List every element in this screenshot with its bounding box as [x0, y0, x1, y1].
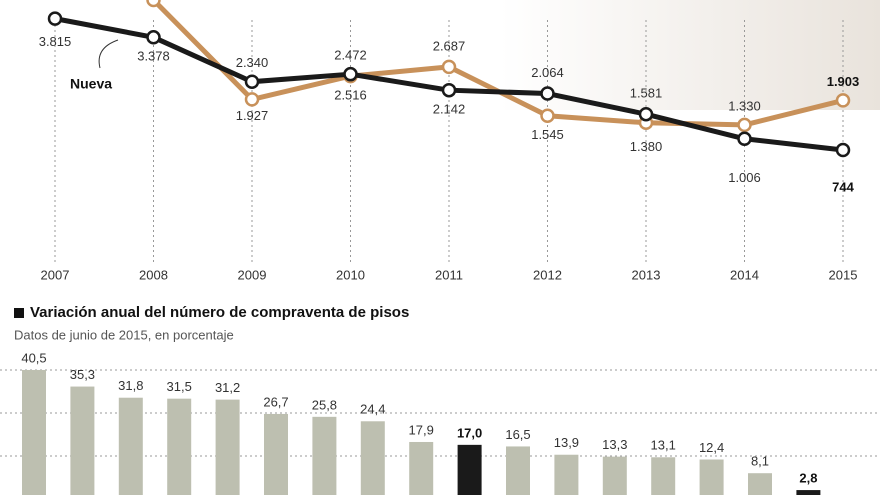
bar [506, 446, 530, 495]
bar [22, 370, 46, 495]
bar [651, 457, 676, 495]
point [146, 0, 161, 8]
x-tick-label: 2014 [730, 267, 759, 282]
point [737, 117, 752, 133]
bar [748, 473, 772, 495]
data-label: 1.927 [236, 108, 269, 123]
data-label: 1.581 [630, 86, 663, 101]
point [540, 86, 555, 101]
data-label: 1.545 [531, 127, 564, 142]
point [441, 59, 457, 75]
x-tick-label: 2015 [829, 267, 858, 282]
bar [796, 490, 821, 495]
bar [215, 399, 240, 495]
bar [457, 444, 482, 495]
bar [602, 456, 627, 495]
data-label: 1.006 [728, 170, 761, 185]
data-label: 8,1 [751, 454, 769, 469]
data-label: 744 [832, 179, 854, 194]
bar-title: Variación anual del número de compravent… [30, 304, 409, 321]
bar-guides [0, 369, 880, 457]
data-label: 26,7 [263, 394, 288, 409]
data-label: 1.380 [630, 139, 663, 154]
data-label: 31,8 [118, 378, 143, 393]
data-label: 31,2 [215, 380, 240, 395]
data-label: 3.378 [137, 49, 170, 64]
point [638, 106, 654, 122]
data-label: 31,5 [167, 379, 192, 394]
x-tick-label: 2011 [435, 267, 463, 282]
data-label: 40,5 [21, 350, 46, 365]
label-arrow [98, 39, 119, 69]
data-label: 2.516 [334, 88, 367, 103]
x-tick-label: 2008 [139, 267, 168, 282]
x-tick-label: 2010 [336, 267, 365, 282]
bar [167, 398, 192, 495]
data-label: 2.142 [433, 102, 466, 117]
data-label: 2.687 [433, 38, 466, 53]
point [835, 142, 851, 158]
data-label: 13,1 [651, 438, 676, 453]
data-label: 2.472 [334, 48, 367, 63]
data-label: 12,4 [699, 440, 724, 455]
bar [118, 397, 143, 495]
data-label: 2.340 [236, 55, 269, 70]
data-label: 13,3 [602, 437, 627, 452]
bar [699, 459, 724, 495]
data-label: 13,9 [554, 435, 579, 450]
point [540, 108, 555, 123]
point [343, 66, 358, 82]
title-marker [14, 308, 24, 318]
data-label: 17,9 [409, 422, 434, 437]
x-tick-label: 2009 [238, 267, 267, 282]
data-label: 35,3 [70, 367, 95, 382]
x-tick-label: 2007 [41, 267, 70, 282]
x-tick-label: 2012 [533, 267, 562, 282]
data-label: 2,8 [799, 471, 817, 486]
point [146, 30, 161, 45]
bar [70, 386, 95, 495]
x-tick-label: 2013 [632, 267, 661, 282]
bar [360, 421, 385, 495]
bar [554, 454, 579, 495]
data-label: 24,4 [360, 402, 385, 417]
point [244, 74, 260, 89]
bar [409, 441, 434, 495]
bar [264, 413, 288, 495]
data-label: 2.064 [531, 65, 564, 80]
background-photo [500, 0, 880, 110]
point [244, 92, 260, 107]
data-label: 25,8 [312, 397, 337, 412]
data-label: 3.815 [39, 34, 72, 49]
data-label: 16,5 [505, 427, 530, 442]
bar [312, 416, 337, 495]
point [47, 11, 63, 26]
data-label: 17,0 [457, 425, 482, 440]
data-label: 1.330 [728, 98, 761, 113]
series-label: Nueva [70, 76, 112, 92]
point [835, 93, 851, 108]
point [441, 82, 457, 98]
point [737, 131, 752, 147]
bar-subtitle: Datos de junio de 2015, en porcentaje [14, 327, 234, 342]
data-label: 1.903 [827, 74, 860, 89]
